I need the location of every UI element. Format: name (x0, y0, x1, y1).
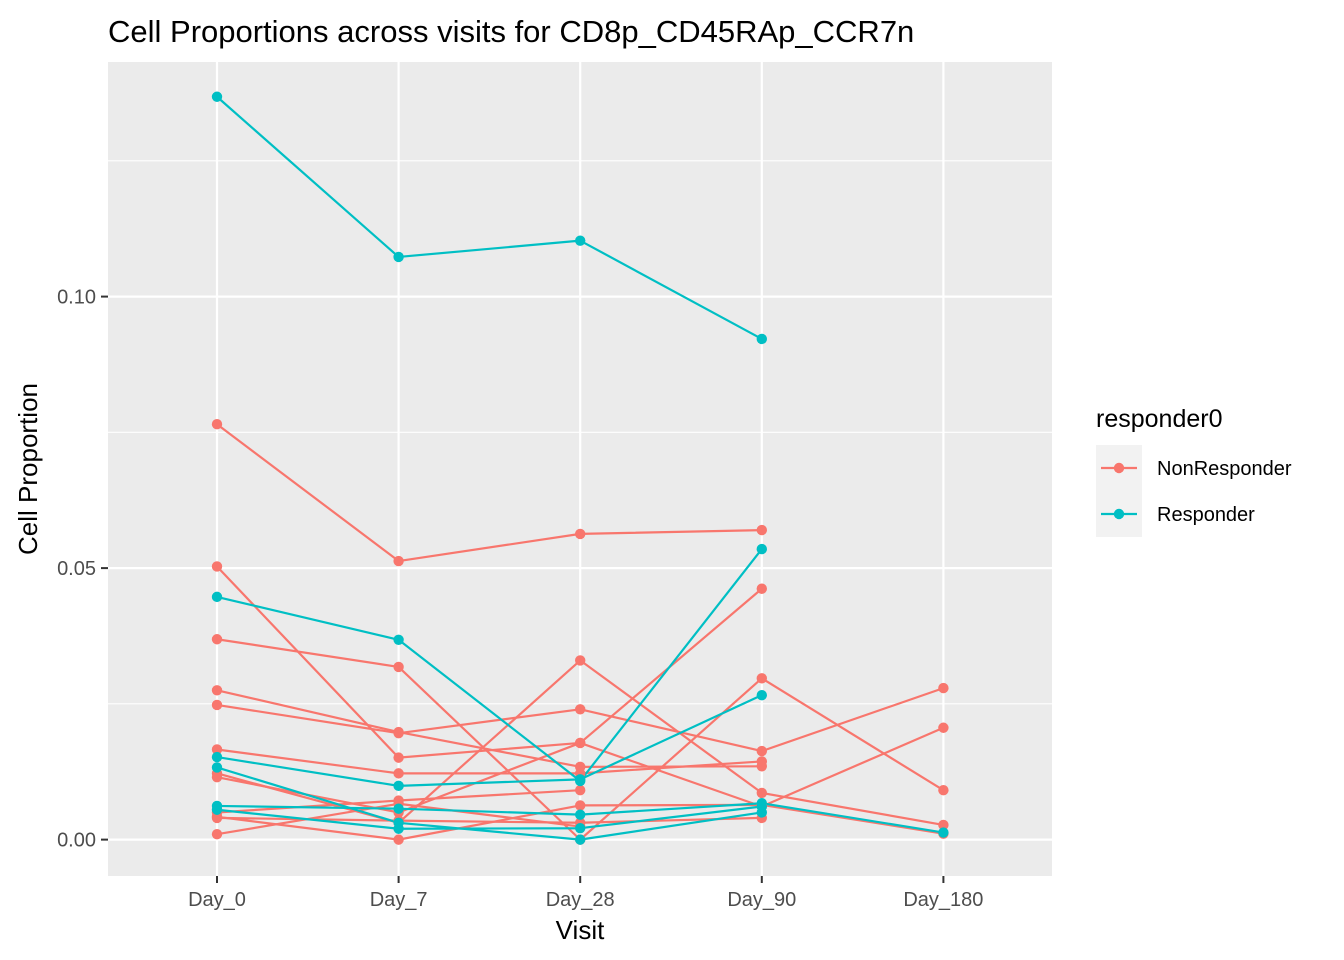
x-axis-title: Visit (556, 915, 605, 945)
data-point-responder (756, 333, 767, 345)
data-point-nonresponder (211, 812, 223, 824)
data-point-nonresponder (211, 771, 223, 783)
data-point-nonresponder (393, 555, 404, 567)
data-point-responder (393, 251, 404, 263)
data-point-nonresponder (393, 727, 404, 739)
data-point-responder (756, 801, 767, 812)
x-axis: Day_0 Day_7 Day_28 Day_90 Day_180 (188, 876, 983, 911)
data-point-responder (575, 823, 586, 834)
data-point-nonresponder (938, 819, 949, 831)
data-point-nonresponder (575, 800, 586, 811)
data-point-nonresponder (756, 745, 767, 757)
y-tick-label: 0.05 (57, 558, 96, 580)
data-point-responder (938, 827, 949, 838)
data-point-nonresponder (756, 673, 767, 684)
data-point-responder (211, 762, 223, 773)
series-line-responder (216, 95, 763, 340)
data-point-responder (211, 804, 223, 815)
major-gridlines (108, 62, 1052, 876)
data-point-nonresponder (756, 787, 767, 799)
data-point-nonresponder (211, 744, 223, 755)
y-tick-label: 0.00 (57, 830, 96, 852)
data-point-nonresponder (756, 524, 767, 536)
x-tick-label: Day_7 (370, 889, 428, 911)
legend-label: NonResponder (1157, 458, 1292, 480)
data-point-nonresponder (393, 752, 404, 763)
data-point-responder (756, 689, 767, 701)
series-line-responder (216, 766, 762, 841)
data-point-responder (575, 834, 586, 845)
y-axis: 0.00 0.05 0.10 (57, 287, 108, 852)
data-point-nonresponder (938, 785, 949, 796)
data-point-nonresponder (393, 834, 404, 845)
legend-key-point (1113, 462, 1125, 474)
data-point-nonresponder (211, 561, 223, 572)
data-point-nonresponder (756, 583, 767, 594)
series-points (211, 91, 949, 845)
data-point-responder (393, 780, 404, 792)
legend-label: Responder (1157, 504, 1255, 526)
data-point-nonresponder (211, 634, 223, 645)
series-line-responder (216, 805, 762, 830)
data-point-nonresponder (211, 828, 223, 840)
legend-title: responder0 (1096, 405, 1222, 433)
legend-key-point (1113, 508, 1125, 520)
data-point-responder (756, 543, 767, 555)
data-point-responder (393, 823, 404, 834)
data-point-nonresponder (211, 419, 223, 430)
y-tick-label: 0.10 (57, 287, 96, 309)
data-point-nonresponder (211, 685, 223, 696)
series-line-nonresponder (216, 423, 762, 563)
x-tick-label: Day_0 (188, 889, 246, 911)
data-point-responder (575, 235, 586, 246)
data-point-responder (575, 809, 586, 820)
data-point-nonresponder (938, 722, 949, 733)
data-point-responder (211, 591, 223, 603)
data-point-nonresponder (575, 737, 586, 749)
x-tick-label: Day_90 (727, 889, 796, 911)
data-point-responder (393, 803, 404, 814)
data-point-nonresponder (756, 756, 767, 767)
x-tick-label: Day_180 (903, 889, 983, 911)
legend: responder0 NonResponder Responder (1096, 405, 1292, 537)
data-point-responder (211, 751, 223, 763)
data-point-nonresponder (393, 768, 404, 779)
y-axis-title: Cell Proportion (13, 383, 43, 555)
data-point-nonresponder (575, 528, 586, 540)
x-tick-label: Day_28 (546, 889, 615, 911)
data-point-responder (575, 774, 586, 785)
data-point-nonresponder (575, 655, 586, 666)
series-line-responder (216, 548, 763, 783)
data-point-nonresponder (575, 704, 586, 715)
data-point-nonresponder (575, 785, 586, 796)
data-point-responder (211, 91, 223, 102)
data-point-nonresponder (938, 682, 949, 694)
chart-title: Cell Proportions across visits for CD8p_… (108, 14, 914, 49)
data-point-nonresponder (211, 699, 223, 711)
series-line-nonresponder (216, 748, 762, 775)
series-line-responder (216, 694, 763, 787)
data-point-nonresponder (393, 661, 404, 673)
legend-entries: NonResponder Responder (1096, 445, 1292, 537)
data-point-responder (393, 634, 404, 645)
